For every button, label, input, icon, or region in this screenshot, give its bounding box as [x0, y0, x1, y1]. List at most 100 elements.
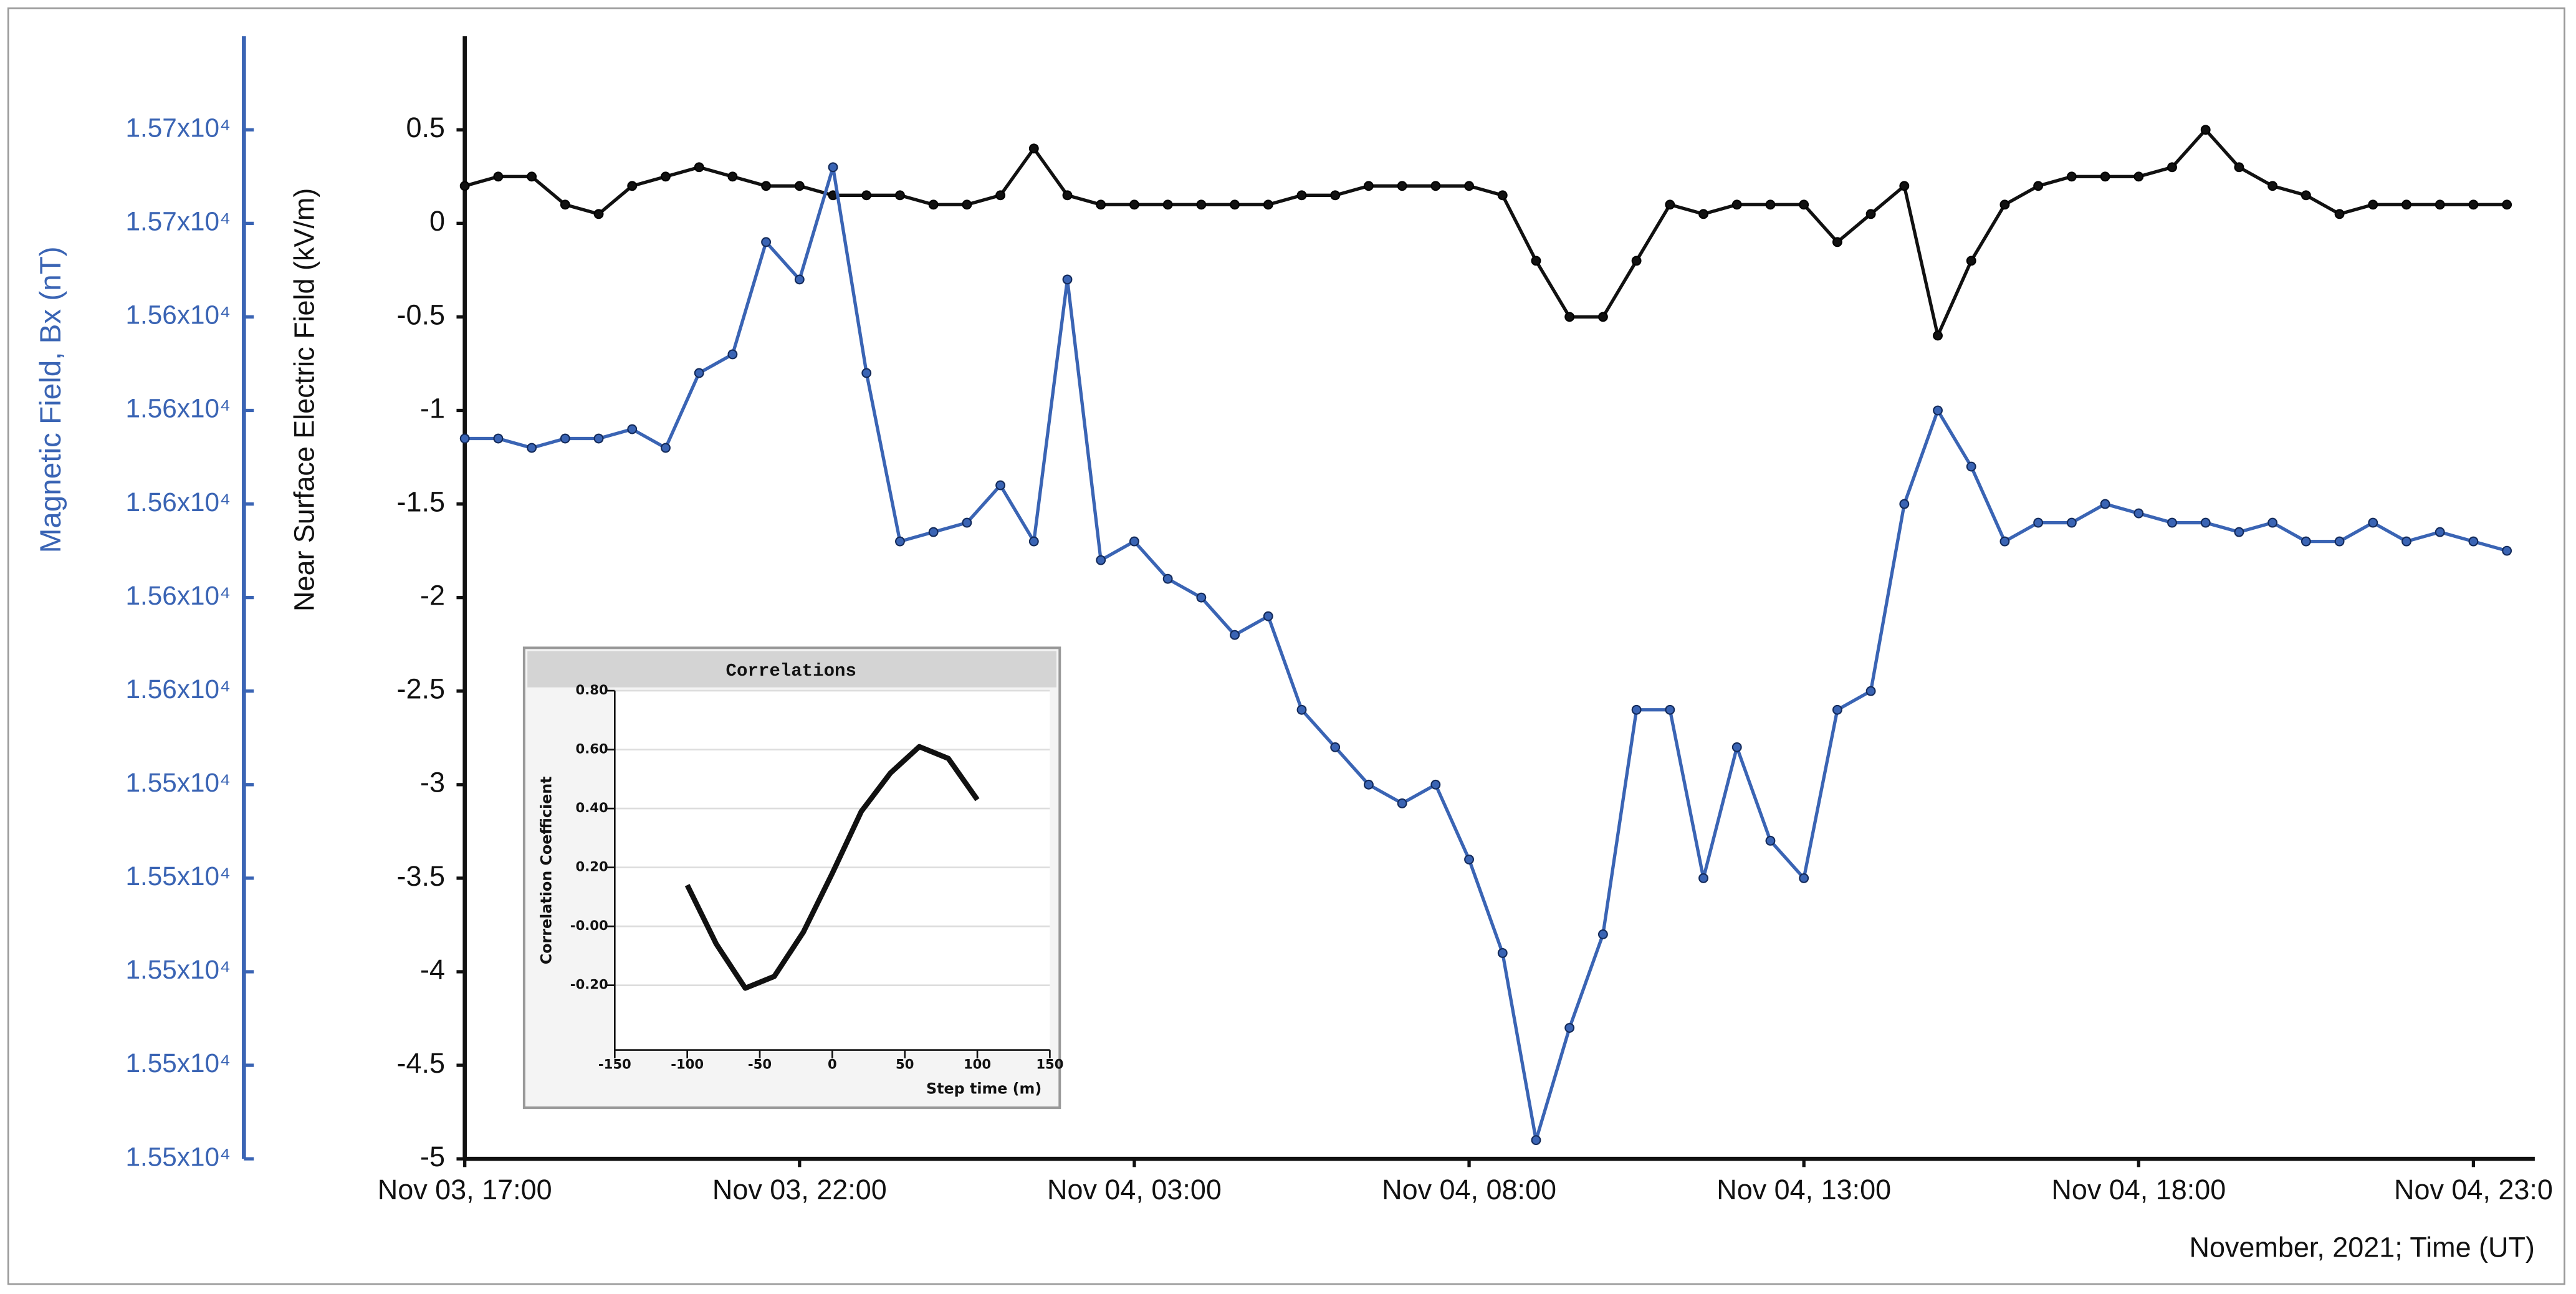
- point: [1765, 199, 1776, 210]
- point: [1564, 312, 1575, 322]
- y2-tick-label: 1.56x10⁴: [126, 581, 231, 610]
- y-tick-label: 0.40: [576, 800, 608, 815]
- y-tick-label: -0.20: [570, 977, 608, 992]
- series-line: [684, 744, 980, 991]
- point: [661, 171, 671, 182]
- point: [962, 517, 972, 528]
- point: [2368, 517, 2378, 528]
- point: [694, 162, 704, 173]
- y-tick-label: 0.20: [576, 859, 608, 875]
- point: [1865, 209, 1876, 219]
- x-tick-label: 150: [1036, 1056, 1063, 1071]
- x-tick-label: Nov 03, 22:00: [712, 1174, 887, 1205]
- point: [1966, 461, 1976, 472]
- point: [2200, 517, 2211, 528]
- point: [861, 368, 872, 378]
- point: [527, 443, 537, 453]
- point: [1196, 199, 1207, 210]
- point: [1799, 199, 1809, 210]
- point: [2267, 517, 2278, 528]
- point: [2167, 162, 2177, 173]
- point: [1296, 704, 1307, 715]
- point: [1028, 143, 1039, 154]
- point: [2334, 209, 2345, 219]
- point: [1832, 237, 1842, 247]
- point: [2234, 162, 2244, 173]
- point: [861, 190, 872, 201]
- point: [1162, 199, 1173, 210]
- point: [1966, 256, 1976, 266]
- point: [1999, 536, 2010, 547]
- point: [895, 536, 905, 547]
- point: [962, 199, 972, 210]
- point: [995, 480, 1006, 491]
- point: [2066, 517, 2077, 528]
- point: [1162, 573, 1173, 584]
- point: [1096, 199, 1106, 210]
- point: [1665, 704, 1675, 715]
- point: [1464, 854, 1474, 865]
- point: [928, 199, 939, 210]
- y-tick-label: -5: [420, 1141, 445, 1172]
- point: [794, 274, 805, 285]
- y-tick-label: 0.80: [576, 682, 608, 697]
- point: [1464, 181, 1474, 191]
- point: [593, 433, 604, 444]
- frame: [7, 7, 2565, 1285]
- y-tick-label: 0: [429, 205, 445, 237]
- inset-title: Correlations: [726, 661, 856, 681]
- y2-tick-label: 1.55x10⁴: [126, 1048, 231, 1078]
- x-tick-label: Nov 03, 17:00: [378, 1174, 552, 1205]
- x-tick-label: Nov 04, 03:00: [1047, 1174, 1222, 1205]
- point: [1129, 536, 1139, 547]
- point: [560, 199, 570, 210]
- point: [459, 433, 470, 444]
- point: [2301, 190, 2311, 201]
- point: [2502, 199, 2512, 210]
- point: [794, 181, 805, 191]
- point: [627, 424, 638, 434]
- point: [493, 433, 504, 444]
- point: [1430, 779, 1441, 790]
- point: [627, 181, 638, 191]
- point: [1397, 798, 1407, 808]
- point: [1899, 499, 1910, 509]
- y-tick-label: 0.5: [406, 112, 444, 143]
- point: [1497, 190, 1508, 201]
- point: [1631, 256, 1642, 266]
- point: [1062, 190, 1073, 201]
- y-tick-label: -3: [420, 767, 445, 798]
- y-tick-label: -3.5: [397, 860, 445, 892]
- point: [2200, 125, 2211, 135]
- point: [1698, 209, 1708, 219]
- x-tick-label: Nov 04, 18:00: [2051, 1174, 2226, 1205]
- point: [1933, 330, 1943, 341]
- y2-tick-label: 1.55x10⁴: [126, 1142, 231, 1171]
- point: [1129, 199, 1139, 210]
- y2-tick-label: 1.55x10⁴: [126, 955, 231, 984]
- point: [727, 349, 738, 360]
- point: [1196, 592, 1207, 603]
- point: [2133, 508, 2144, 519]
- point: [1531, 1135, 1541, 1146]
- x-tick-label: Nov 04, 13:00: [1717, 1174, 1891, 1205]
- point: [2401, 199, 2411, 210]
- y-tick-label: -2.5: [397, 673, 445, 705]
- point: [1631, 704, 1642, 715]
- point: [1397, 181, 1407, 191]
- series-line: [464, 128, 2507, 338]
- point: [2502, 545, 2512, 556]
- x-tick-label: -150: [598, 1056, 631, 1071]
- x-tick-label: 100: [964, 1056, 991, 1071]
- y-tick-label: -1.5: [397, 486, 445, 517]
- point: [1765, 835, 1776, 846]
- series-line: [464, 165, 2507, 1142]
- point: [2100, 171, 2110, 182]
- point: [1731, 742, 1742, 752]
- point: [1363, 181, 1374, 191]
- y-tick-label: -4.5: [397, 1047, 445, 1079]
- point: [1832, 704, 1842, 715]
- point: [828, 162, 838, 173]
